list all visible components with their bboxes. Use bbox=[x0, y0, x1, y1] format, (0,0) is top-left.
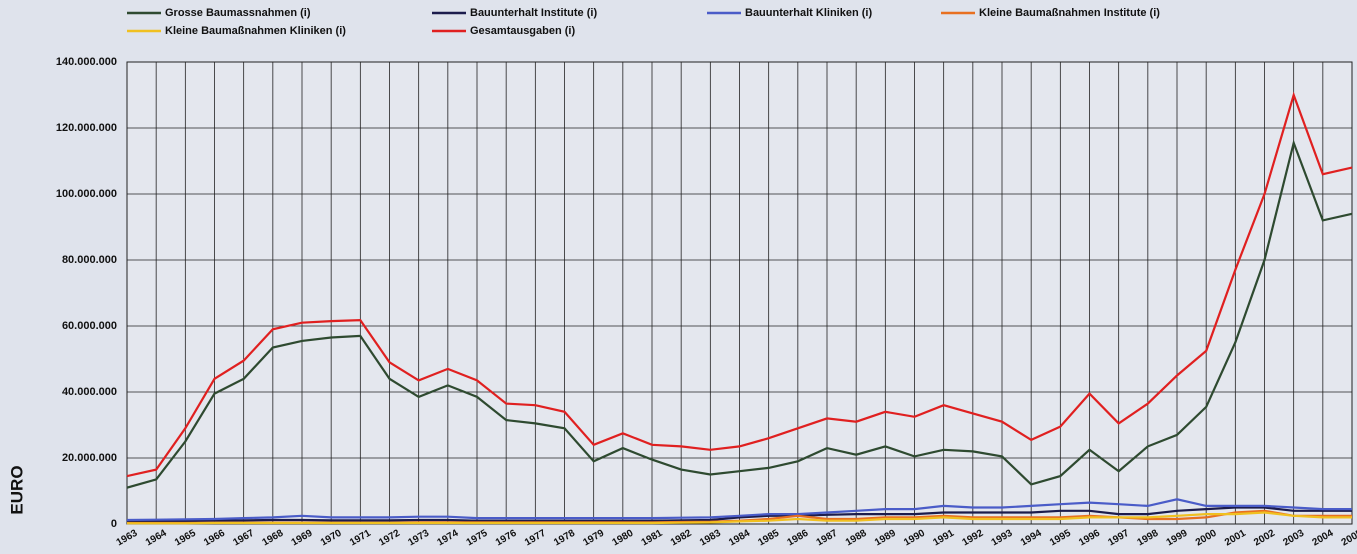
series-line bbox=[126, 139, 1353, 489]
legend-label: Kleine Baumaßnahmen Kliniken (i) bbox=[165, 25, 346, 37]
legend-label: Gesamtausgaben (i) bbox=[470, 25, 575, 37]
series-line bbox=[126, 498, 1352, 522]
y-tick-label: 80.000.000 bbox=[62, 254, 117, 266]
legend-label: Bauunterhalt Kliniken (i) bbox=[745, 7, 872, 19]
legend-label: Kleine Baumaßnahmen Institute (i) bbox=[979, 7, 1160, 19]
y-tick-label: 140.000.000 bbox=[56, 56, 117, 68]
y-tick-label: 0 bbox=[111, 518, 117, 530]
y-tick-label: 40.000.000 bbox=[62, 386, 117, 398]
y-tick-label: 60.000.000 bbox=[62, 320, 117, 332]
y-tick-label: 120.000.000 bbox=[56, 122, 117, 134]
legend-label: Grosse Baumassnahmen (i) bbox=[165, 7, 311, 19]
y-tick-label: 20.000.000 bbox=[62, 452, 117, 464]
series-line bbox=[127, 511, 1352, 525]
y-tick-label: 100.000.000 bbox=[56, 188, 117, 200]
legend-label: Bauunterhalt Institute (i) bbox=[470, 7, 597, 19]
series-line bbox=[126, 506, 1352, 523]
series-line bbox=[126, 91, 1353, 478]
y-axis-label: EURO bbox=[7, 465, 26, 514]
